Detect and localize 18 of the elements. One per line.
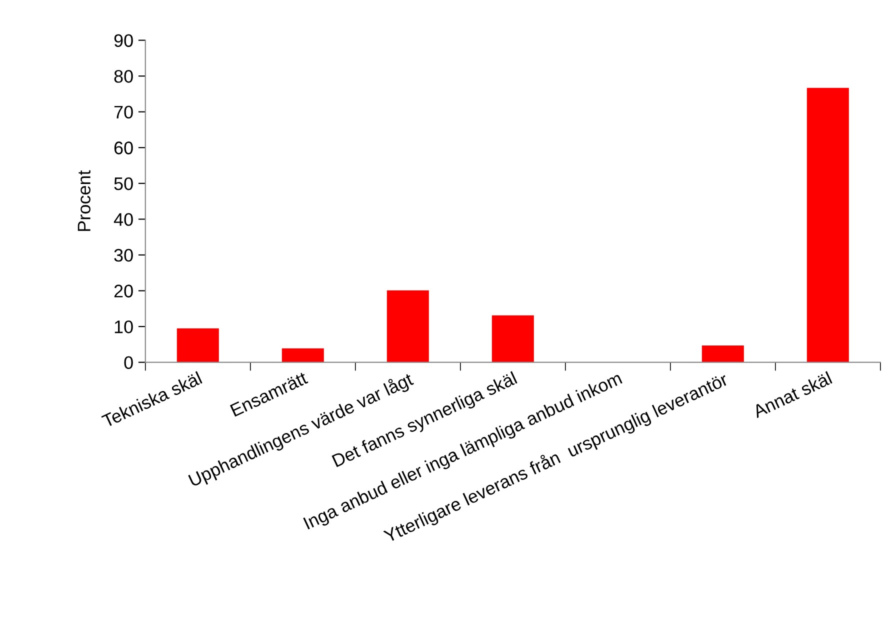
y-tick-label: 10: [114, 320, 133, 334]
bar: [492, 315, 534, 362]
y-tick-label: 20: [114, 284, 133, 298]
y-tick-label: 0: [124, 356, 133, 370]
y-tick-label: 90: [114, 34, 133, 47]
y-tick-label: 30: [114, 248, 133, 262]
y-tick-label: 80: [114, 70, 133, 83]
bar: [282, 348, 324, 362]
y-tick-label: 40: [114, 213, 133, 226]
bar: [176, 328, 219, 362]
y-tick-label: 70: [114, 106, 133, 119]
x-tick-label: Annat skäl: [752, 371, 832, 418]
y-tick-label: 60: [114, 142, 133, 154]
y-tick-label: 50: [114, 177, 133, 190]
y-axis-title: Procent: [78, 170, 90, 231]
bar: [806, 88, 849, 362]
bar: [386, 290, 429, 362]
bar: [702, 345, 744, 362]
